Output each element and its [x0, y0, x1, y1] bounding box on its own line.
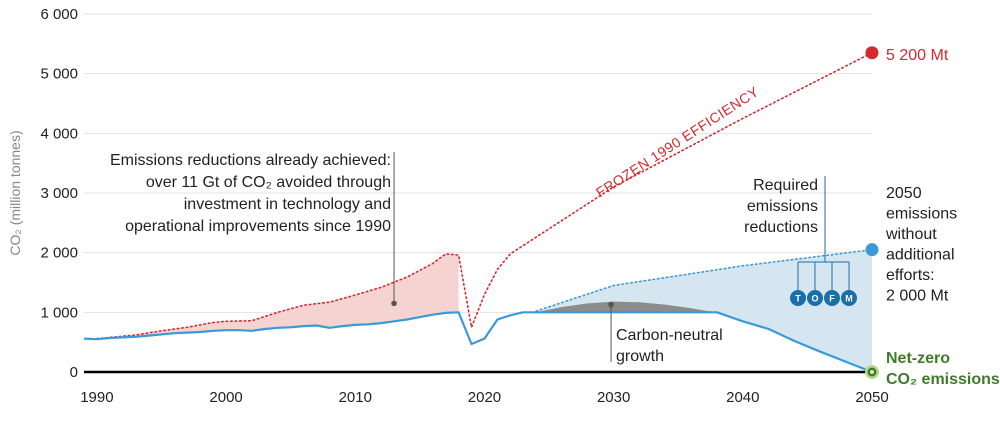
- projection-line: [535, 248, 873, 312]
- x-tick-label: 2040: [726, 389, 759, 406]
- area-fills: [96, 249, 872, 372]
- achieved-annotation-line: over 11 Gt of CO₂ avoided through: [146, 174, 391, 191]
- cng-label-line: growth: [616, 348, 664, 365]
- y-axis-label: CO₂ (million tonnes): [7, 130, 23, 255]
- y-tick-label: 4 000: [40, 125, 78, 142]
- netzero-marker-inner: [870, 370, 874, 374]
- projection-annotation-line: 2050: [886, 185, 922, 202]
- y-tick-label: 1 000: [40, 304, 78, 321]
- y-tick-label: 5 000: [40, 66, 78, 83]
- x-tick-label: 2030: [597, 389, 630, 406]
- measure-badge: [824, 290, 840, 306]
- y-tick-label: 0: [70, 364, 78, 381]
- frozen-efficiency-line: [96, 52, 873, 340]
- measure-badge: [790, 290, 806, 306]
- y-tick-label: 3 000: [40, 185, 78, 202]
- end-markers: [865, 46, 879, 379]
- measure-badge-label: T: [795, 294, 801, 304]
- measure-badge-label: F: [829, 294, 835, 304]
- axis-tick-labels: 0 1 000 2 000 3 000 4 000 5 000 6 000 1990 2000 2…: [7, 6, 889, 406]
- cng-label-line: Carbon-neutral: [616, 327, 723, 344]
- x-tick-label: 2010: [339, 389, 372, 406]
- required-label-line: reductions: [744, 219, 818, 236]
- achieved-leader-dot: [391, 300, 397, 307]
- projection-annotation-line: emissions: [886, 206, 957, 223]
- projection-annotation-line: without: [885, 226, 937, 243]
- required-label-line: emissions: [747, 198, 818, 215]
- carbon-neutral-growth-area: [536, 301, 717, 313]
- measure-badge-label: O: [811, 294, 818, 304]
- measure-badge-label: M: [845, 294, 853, 304]
- frozen-end-marker: [865, 46, 879, 60]
- projection-annotation-line: 2 000 Mt: [886, 288, 949, 305]
- y-tick-label: 6 000: [40, 6, 78, 23]
- x-tick-label: 1990: [80, 389, 113, 406]
- series-lines: [83, 52, 873, 374]
- required-label-line: Required: [753, 177, 818, 194]
- frozen-value-label: 5 200 Mt: [886, 47, 949, 64]
- projection-end-marker: [865, 243, 879, 257]
- measure-badge: [807, 290, 823, 306]
- x-tick-label: 2000: [209, 389, 242, 406]
- projection-annotation-line: additional: [886, 247, 955, 264]
- achieved-annotation-line: investment in technology and: [184, 196, 391, 213]
- projection-annotation-line: efforts:: [886, 267, 935, 284]
- x-tick-label: 2020: [468, 389, 501, 406]
- achieved-reductions-area: [96, 253, 459, 340]
- y-tick-label: 2 000: [40, 245, 78, 262]
- measure-badge: [841, 290, 857, 306]
- x-tick-label: 2050: [855, 389, 888, 406]
- achieved-annotation-line: Emissions reductions already achieved:: [110, 152, 391, 169]
- cng-leader-dot: [608, 301, 614, 308]
- netzero-label-line: Net-zero: [886, 350, 950, 367]
- frozen-efficiency-label: FROZEN 1990 EFFICIENCY: [593, 83, 762, 200]
- actual-emissions-line: [83, 311, 873, 374]
- achieved-annotation-line: operational improvements since 1990: [125, 218, 391, 235]
- netzero-label-line: CO₂ emissions: [886, 371, 1000, 388]
